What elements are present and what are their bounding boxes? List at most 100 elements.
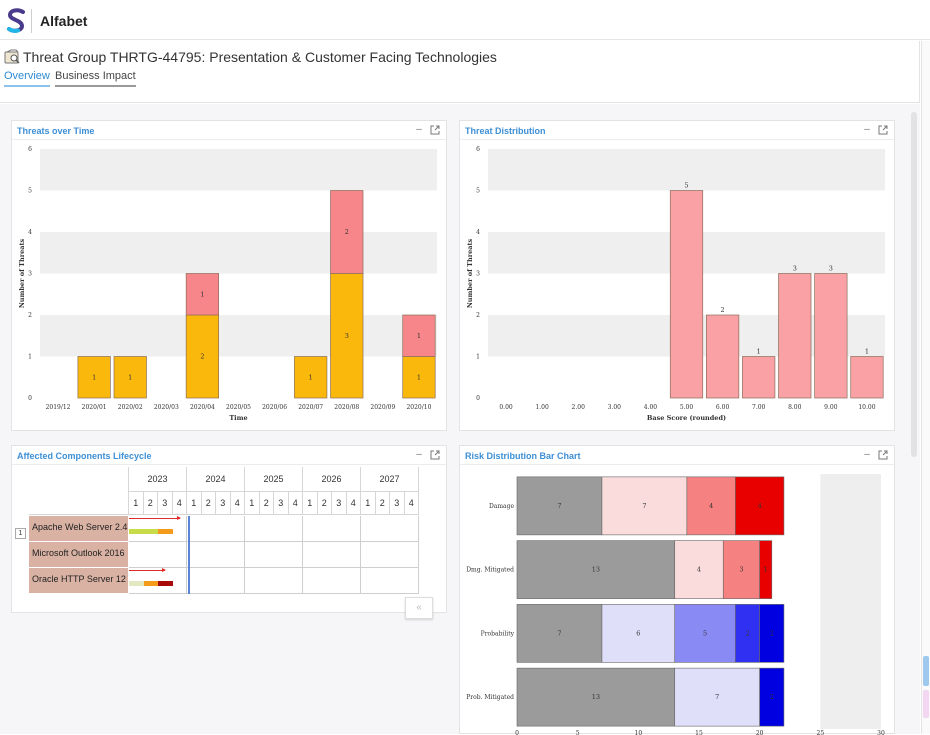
y-tick-label: 1 bbox=[28, 354, 32, 361]
quarter-header: 4 bbox=[346, 492, 361, 515]
bar-value-label: 2 bbox=[745, 629, 749, 637]
bar-value-label: 3 bbox=[793, 265, 797, 273]
year-gridline bbox=[186, 516, 187, 594]
threat-distribution-panel: Threat Distribution – 0 1 2 3 4 5 6 Number of T… bbox=[459, 120, 895, 431]
quarter-header: 4 bbox=[230, 492, 245, 515]
year-header: 2024 bbox=[187, 467, 245, 492]
tab-business-impact[interactable]: Business Impact bbox=[55, 70, 136, 87]
lifecycle-arrow bbox=[129, 518, 180, 519]
scrollbar-thumb[interactable] bbox=[911, 112, 917, 457]
bar-value-label: 7 bbox=[557, 502, 561, 510]
minimize-button[interactable]: – bbox=[864, 449, 870, 460]
bar bbox=[185, 314, 220, 399]
y-tick-label: 3 bbox=[476, 271, 480, 278]
bar-value-label: 1 bbox=[309, 373, 313, 381]
x-tick-label: 2020/01 bbox=[82, 404, 107, 411]
header-corner bbox=[29, 467, 129, 515]
collapse-button[interactable]: « bbox=[405, 597, 433, 619]
y-tick-label: 0 bbox=[28, 395, 32, 402]
bar-segment bbox=[674, 667, 760, 727]
lifecycle-bar[interactable] bbox=[158, 529, 173, 534]
quarter-header: 4 bbox=[404, 492, 419, 515]
lifecycle-bar[interactable] bbox=[158, 581, 173, 586]
side-strip-marker-blue[interactable] bbox=[923, 656, 929, 686]
popout-icon[interactable] bbox=[878, 125, 888, 135]
side-strip-marker-pink[interactable] bbox=[923, 690, 929, 718]
x-tick-label: 2020/04 bbox=[190, 404, 215, 411]
level-toggle[interactable]: 1 bbox=[15, 528, 26, 539]
bar bbox=[669, 190, 704, 399]
x-tick-label: 10.00 bbox=[858, 404, 875, 411]
threats-over-time-chart: 0 1 2 3 4 5 6 Number of Threats Time 2019/12 2020/… bbox=[18, 146, 437, 422]
bar bbox=[742, 356, 776, 399]
bar bbox=[402, 314, 436, 357]
x-tick-label: 2020/08 bbox=[334, 404, 359, 411]
grid-band bbox=[40, 149, 437, 191]
lifecycle-bar[interactable] bbox=[129, 581, 144, 586]
bar-segment bbox=[735, 604, 760, 663]
bar-segment bbox=[759, 604, 785, 663]
affected-components-panel: Affected Components Lifecycle – 1 « 2023… bbox=[11, 445, 448, 619]
row-gridline bbox=[129, 541, 419, 542]
component-label[interactable]: Oracle HTTP Server 12 bbox=[29, 568, 128, 594]
row-gridline bbox=[129, 567, 419, 568]
popout-icon[interactable] bbox=[430, 125, 440, 135]
bar bbox=[402, 356, 436, 399]
minimize-button[interactable]: – bbox=[416, 449, 422, 460]
year-gridline bbox=[244, 516, 245, 594]
bar-value-label: 3 bbox=[739, 566, 743, 574]
lifecycle-bar[interactable] bbox=[143, 581, 158, 586]
panel-header: Risk Distribution Bar Chart – bbox=[460, 446, 894, 465]
year-header: 2026 bbox=[303, 467, 361, 492]
app-header: Alfabet bbox=[0, 0, 930, 40]
bar-value-label: 4 bbox=[697, 566, 701, 574]
grid-band bbox=[488, 149, 885, 191]
x-tick-label: 7.00 bbox=[752, 404, 766, 411]
year-gridline bbox=[302, 516, 303, 594]
x-tick-label: 5.00 bbox=[680, 404, 694, 411]
component-label[interactable]: Apache Web Server 2.4 bbox=[29, 516, 128, 542]
vertical-scrollbar[interactable] bbox=[909, 112, 919, 734]
minimize-button[interactable]: – bbox=[416, 124, 422, 135]
y-tick-label: Probability bbox=[481, 630, 515, 637]
y-tick-label: 4 bbox=[476, 229, 480, 236]
popout-icon[interactable] bbox=[878, 450, 888, 460]
bar-value-label: 4 bbox=[758, 502, 762, 510]
lifecycle-arrow bbox=[129, 570, 166, 571]
y-tick-label: Damage bbox=[489, 503, 514, 510]
threat-group-icon bbox=[4, 49, 20, 64]
panel-title: Threat Distribution bbox=[465, 126, 546, 136]
lifecycle-gantt: 1 « 2023 1 2 3 4 2024 1 2 3 4 2025 1 2 3 4 2026 1 2 3 4 2027… bbox=[12, 466, 448, 619]
x-tick-label: 9.00 bbox=[824, 404, 838, 411]
bar-value-label: 7 bbox=[642, 502, 646, 510]
quarter-header: 2 bbox=[375, 492, 390, 515]
bar bbox=[814, 273, 848, 399]
bar-value-label: 1 bbox=[417, 373, 421, 381]
lifecycle-bar[interactable] bbox=[129, 529, 158, 534]
x-tick-label: 15 bbox=[695, 730, 703, 735]
quarter-header: 2 bbox=[201, 492, 216, 515]
bar bbox=[294, 356, 328, 399]
grid-band bbox=[40, 315, 437, 357]
bar-segment bbox=[735, 476, 785, 536]
bar-segment bbox=[674, 540, 724, 599]
bar-value-label: 2 bbox=[721, 306, 725, 314]
x-tick-label: 5 bbox=[576, 730, 580, 735]
y-tick-label: 3 bbox=[28, 271, 32, 278]
year-header: 2023 bbox=[129, 467, 187, 492]
x-tick-label: 2.00 bbox=[572, 404, 586, 411]
quarter-header: 4 bbox=[172, 492, 187, 515]
minimize-button[interactable]: – bbox=[864, 124, 870, 135]
bar-segment bbox=[601, 476, 688, 536]
x-tick-label: 2020/05 bbox=[226, 404, 251, 411]
quarter-header: 3 bbox=[274, 492, 289, 515]
bar-value-label: 13 bbox=[592, 693, 600, 701]
component-label[interactable]: Microsoft Outlook 2016 bbox=[29, 542, 128, 568]
y-axis-label: Number of Threats bbox=[18, 239, 26, 309]
bar bbox=[330, 273, 364, 399]
y-tick-label: 2 bbox=[28, 312, 32, 319]
popout-icon[interactable] bbox=[430, 450, 440, 460]
tab-overview[interactable]: Overview bbox=[4, 70, 50, 87]
alfabet-logo-icon[interactable] bbox=[6, 8, 26, 34]
bar-segment bbox=[516, 476, 603, 536]
